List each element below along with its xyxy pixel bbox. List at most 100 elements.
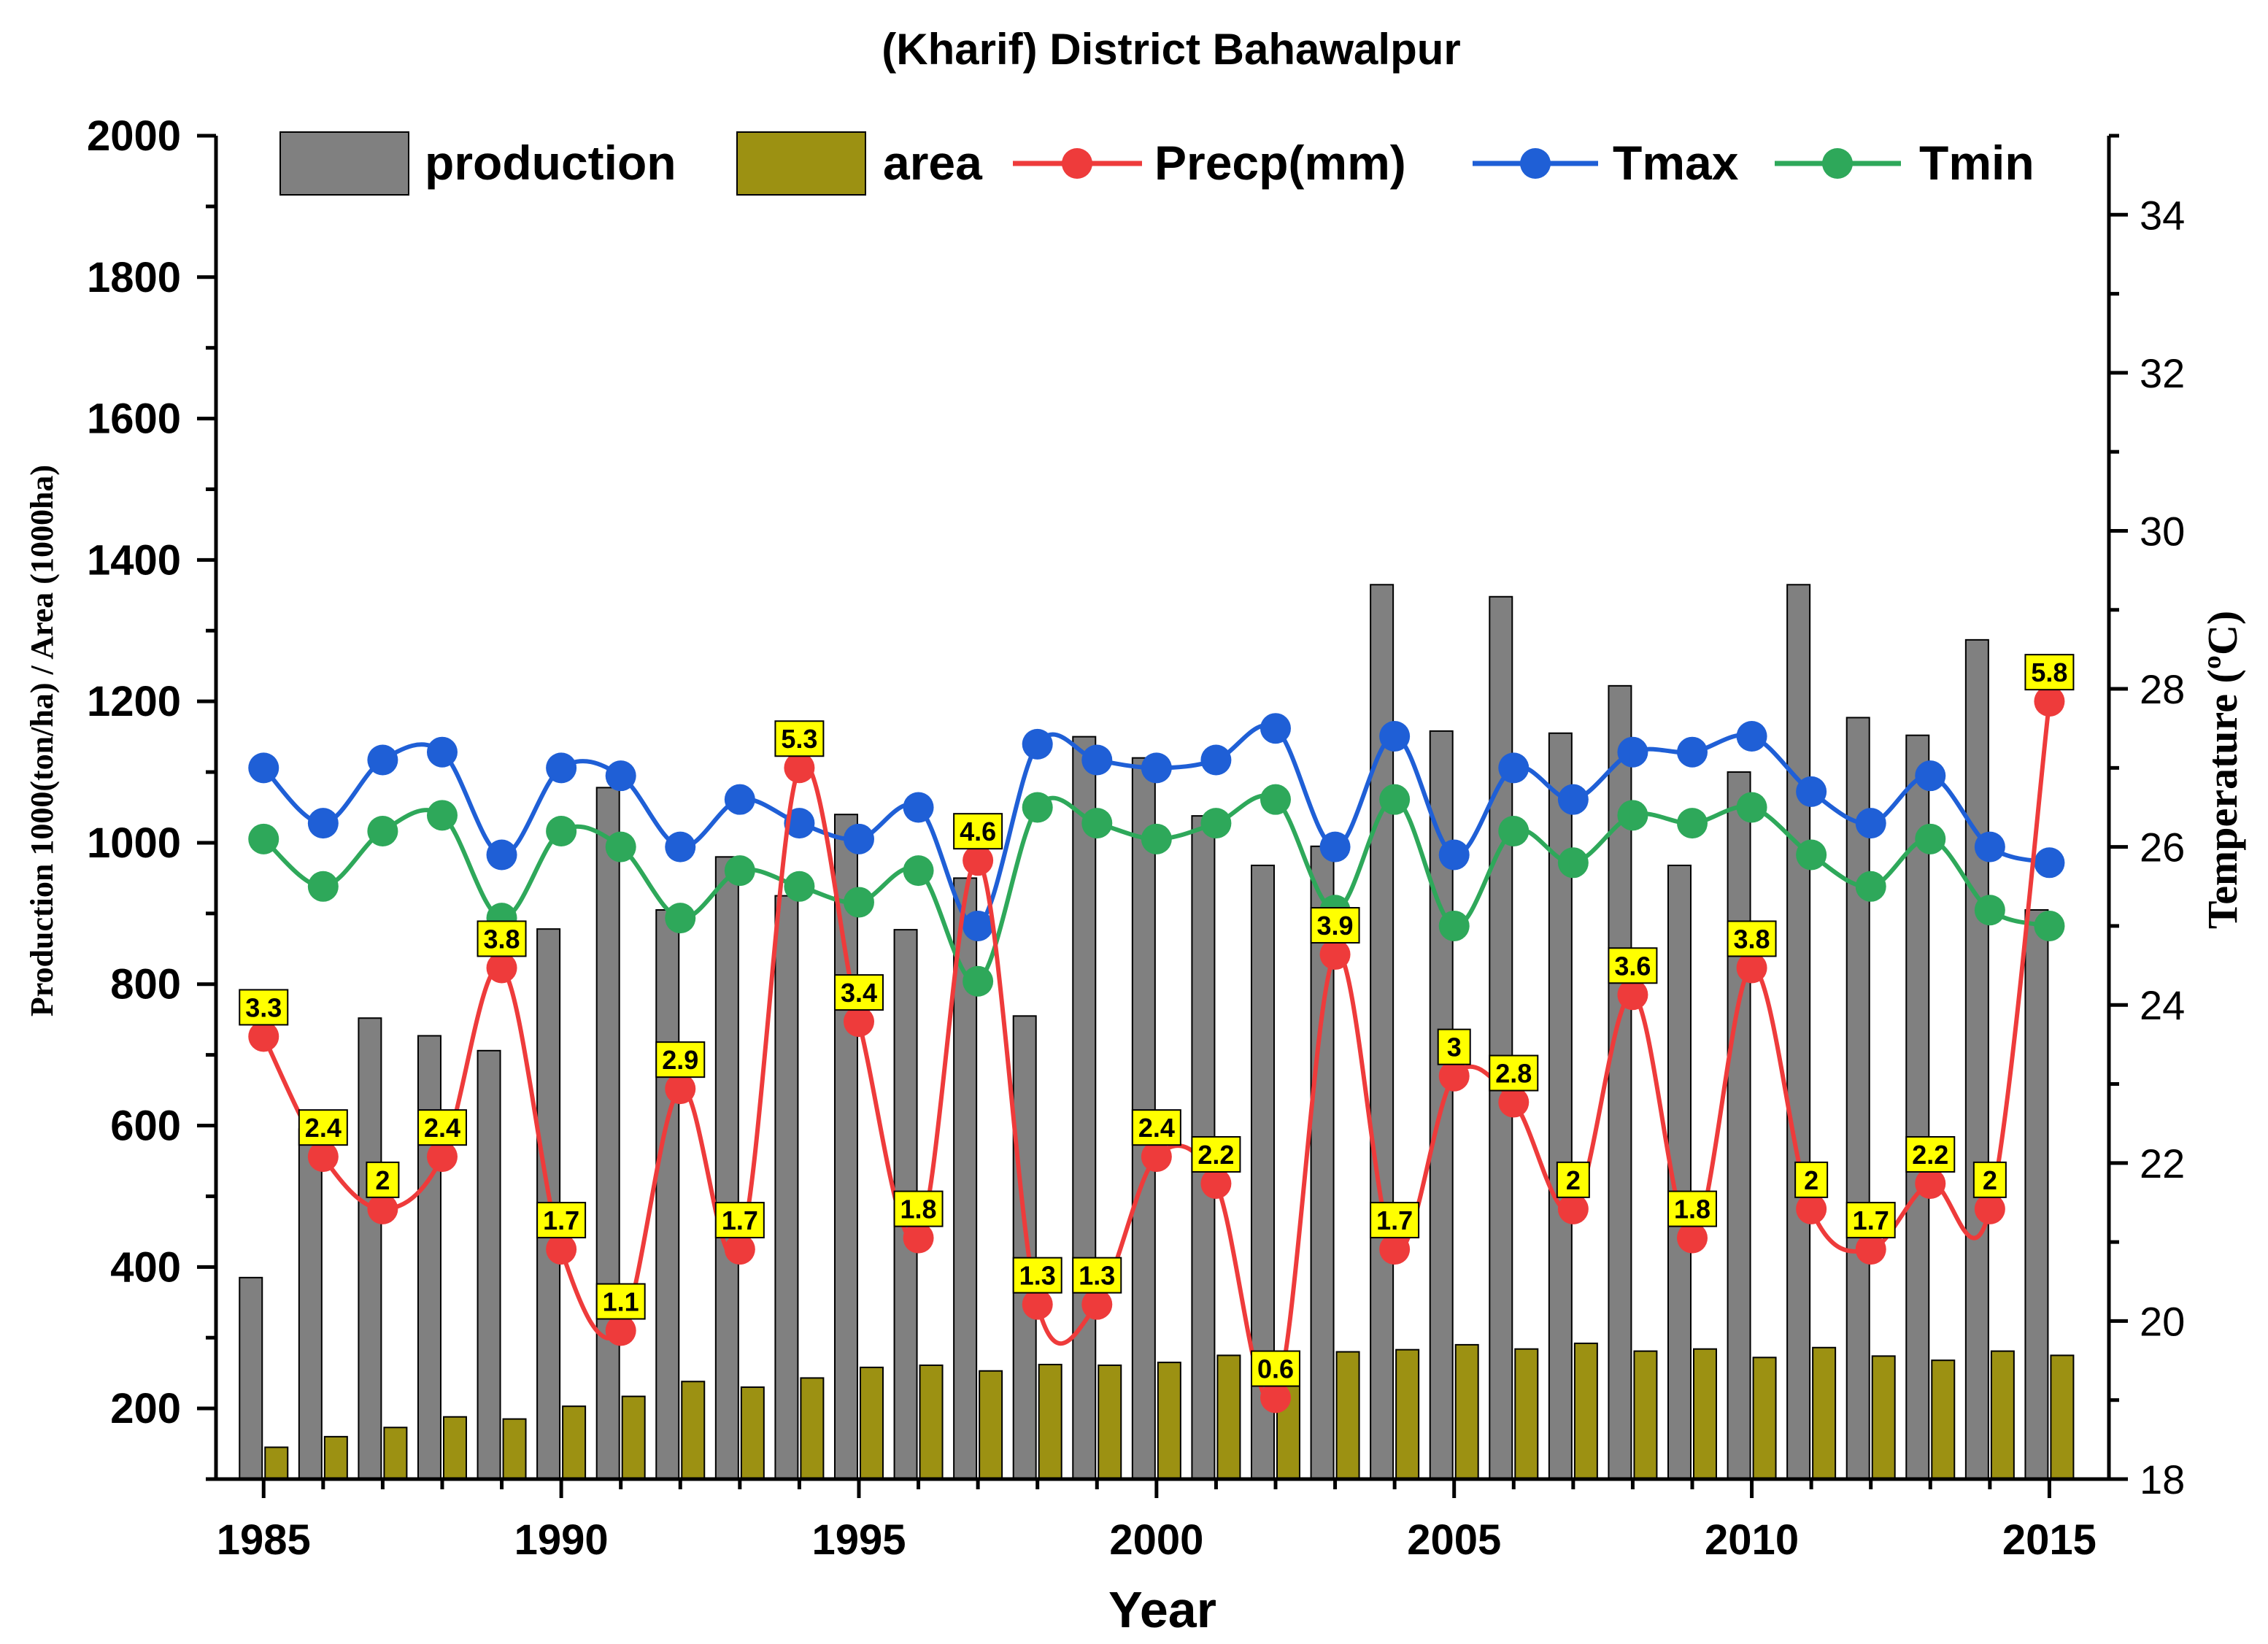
point-tmax-2009 (1676, 736, 1708, 768)
x-axis-ticks: 1985 1990 1995 2000 2005 2010 2015 (217, 1479, 2097, 1564)
point-precp-1988 (426, 1141, 458, 1173)
precip-label-box-1986 (298, 1109, 348, 1146)
y-right-tick-label-20: 20 (2140, 1298, 2185, 1344)
legend-label-tmin: Tmin (1919, 136, 2034, 190)
precip-label-text-2010: 3.8 (1734, 924, 1770, 954)
bar-area-2008 (1633, 1350, 1658, 1480)
precip-label-box-2000 (1131, 1109, 1181, 1146)
precip-label-box-2010 (1727, 920, 1777, 957)
x-tick-label-2010: 2010 (1705, 1516, 1799, 1564)
precip-label-text-2013: 2.2 (1912, 1140, 1948, 1170)
point-tmax-2008 (1617, 736, 1648, 768)
bar-area-2015 (2050, 1354, 2075, 1480)
point-tmin-2002 (1260, 784, 1291, 815)
legend-label-production: production (425, 136, 676, 190)
bar-area-1986 (323, 1435, 348, 1480)
precip-label-box-2006 (1489, 1054, 1539, 1092)
point-precp-2009 (1676, 1222, 1708, 1254)
precip-label-box-1985 (239, 989, 289, 1026)
precip-label-box-2012 (1845, 1202, 1896, 1239)
precip-label-2011: 2 (1794, 1161, 1829, 1198)
point-tmax-2014 (1974, 831, 2005, 862)
precip-label-2006: 2.8 (1489, 1054, 1539, 1092)
bar-area-1985 (264, 1446, 289, 1480)
precip-label-box-1993 (714, 1202, 765, 1239)
precip-label-1989: 3.8 (477, 920, 527, 957)
point-precp-2004 (1379, 1234, 1411, 1265)
point-tmin-2005 (1438, 910, 1470, 941)
point-tmax-1998 (1022, 728, 1053, 760)
point-precp-2005 (1438, 1060, 1470, 1092)
point-tmax-2015 (2034, 847, 2065, 879)
x-tick-label-1990: 1990 (514, 1516, 609, 1564)
point-tmax-1995 (843, 823, 874, 854)
point-tmin-1993 (724, 855, 755, 887)
lines-layer (248, 686, 2065, 1413)
precip-label-box-2007 (1556, 1161, 1590, 1198)
point-precp-1994 (784, 752, 815, 784)
precip-label-text-1995: 3.4 (841, 978, 877, 1008)
point-tmin-2009 (1676, 808, 1708, 839)
precip-label-box-1988 (417, 1109, 467, 1146)
precip-label-box-1994 (774, 720, 825, 757)
y-right-tick-label-18: 18 (2140, 1456, 2185, 1502)
legend-swatch-area (736, 131, 866, 196)
precip-label-text-1997: 4.6 (960, 817, 996, 846)
bar-production-2011 (1786, 584, 1811, 1480)
point-tmax-1986 (307, 808, 339, 839)
point-precp-2013 (1915, 1168, 1946, 1199)
bar-production-2012 (1845, 717, 1870, 1480)
chart-title: (Kharif) District Bahawalpur (882, 25, 1460, 74)
precip-labels-layer: 3.3 2.4 2 2.4 3.8 1.7 1.1 2.9 1.7 5.3 3.4 1.8 4.6 1.3… (239, 654, 2075, 1387)
precip-label-text-2005: 3 (1447, 1033, 1462, 1062)
precip-label-text-2008: 3.6 (1614, 951, 1651, 981)
point-tmax-1999 (1081, 744, 1113, 776)
point-tmin-2012 (1855, 871, 1886, 902)
precip-label-box-2015 (2024, 654, 2075, 691)
bar-area-2007 (1573, 1342, 1598, 1481)
bar-area-1989 (502, 1418, 527, 1481)
bar-production-2015 (2024, 908, 2049, 1480)
point-precp-1998 (1022, 1289, 1053, 1320)
y-right-tick-label-22: 22 (2140, 1141, 2185, 1186)
axes (214, 136, 2111, 1481)
precip-label-1994: 5.3 (774, 720, 825, 757)
precip-label-box-2013 (1905, 1135, 1956, 1173)
precip-label-text-1994: 5.3 (781, 724, 817, 754)
bar-area-1991 (621, 1395, 646, 1481)
precip-label-2013: 2.2 (1905, 1135, 1956, 1173)
precip-label-box-2002 (1250, 1350, 1300, 1387)
point-tmax-1989 (486, 839, 517, 871)
y-left-tick-label-1600: 1600 (87, 395, 181, 443)
bar-area-2000 (1157, 1362, 1181, 1480)
point-tmin-2011 (1796, 839, 1827, 871)
point-precp-1990 (546, 1234, 577, 1265)
bar-area-2011 (1812, 1346, 1837, 1480)
point-precp-2011 (1796, 1193, 1827, 1224)
bar-production-2014 (1964, 638, 1989, 1480)
right-axis-title: Temperature (ºC) (2199, 611, 2246, 929)
y-left-tick-label-400: 400 (110, 1243, 181, 1291)
left-axis-title: Production 1000(ton/ha) / Area (1000ha) (24, 465, 60, 1016)
precip-label-text-2003: 3.9 (1317, 911, 1354, 941)
bar-area-1999 (1098, 1364, 1122, 1481)
precip-label-2010: 3.8 (1727, 920, 1777, 957)
point-tmin-1985 (248, 823, 279, 854)
precip-label-text-2011: 2 (1804, 1165, 1818, 1195)
bar-area-1996 (919, 1364, 944, 1481)
precip-label-box-2011 (1794, 1161, 1829, 1198)
bar-production-1988 (417, 1035, 441, 1480)
point-tmin-2013 (1915, 823, 1946, 854)
bar-area-1992 (681, 1381, 706, 1481)
precip-label-1998: 1.3 (1012, 1257, 1062, 1294)
precip-label-1987: 2 (366, 1161, 400, 1198)
precip-label-box-1990 (536, 1202, 587, 1239)
precip-label-text-2006: 2.8 (1495, 1059, 1532, 1089)
point-tmin-2010 (1736, 792, 1767, 823)
bar-area-1993 (740, 1386, 765, 1481)
bar-production-1987 (358, 1017, 382, 1480)
x-tick-label-2000: 2000 (1109, 1516, 1203, 1564)
y-left-tick-label-1800: 1800 (87, 254, 181, 301)
point-tmax-2012 (1855, 808, 1886, 839)
point-tmin-1987 (367, 815, 398, 846)
